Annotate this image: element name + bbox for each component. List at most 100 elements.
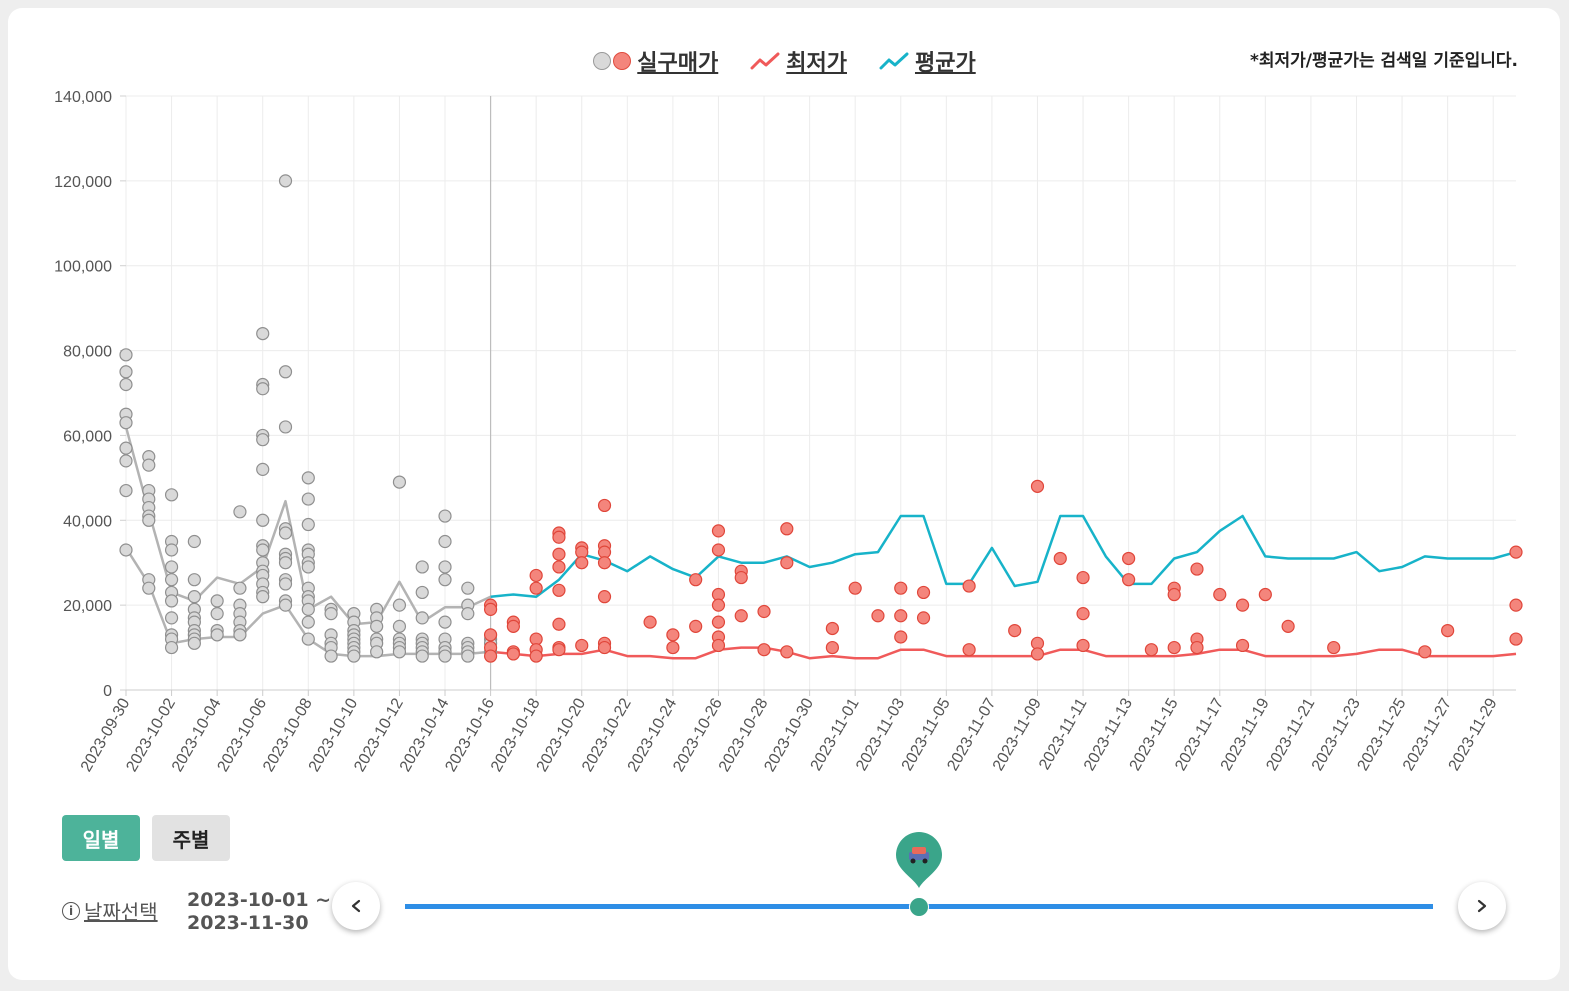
y-tick-label: 0	[103, 683, 112, 700]
actual-price-point	[734, 570, 748, 585]
actual-price-point	[1030, 479, 1045, 493]
past-price-point	[324, 649, 338, 663]
next-button[interactable]	[1458, 882, 1506, 930]
actual-price-point	[597, 590, 612, 604]
past-price-point	[233, 505, 247, 519]
actual-price-point	[711, 615, 726, 629]
past-price-point	[392, 645, 407, 659]
actual-price-point	[825, 621, 839, 636]
date-range: 2023-10-01 ~ 2023-11-30	[187, 889, 331, 935]
info-icon: i	[62, 901, 80, 920]
past-price-point	[347, 649, 361, 663]
actual-price-point	[666, 640, 680, 655]
actual-price-point	[1030, 647, 1045, 661]
past-price-point	[301, 471, 315, 485]
past-price-point	[256, 513, 270, 527]
actual-price-point	[1327, 640, 1341, 655]
past-price-point	[301, 602, 315, 616]
date-select[interactable]: i 날짜선택	[62, 896, 158, 925]
actual-price-point	[894, 609, 908, 623]
past-price-point	[142, 513, 156, 527]
series-lines	[124, 426, 1517, 660]
past-price-point	[438, 615, 452, 629]
past-price-point	[256, 327, 270, 341]
actual-price-point	[1235, 638, 1250, 653]
prev-button[interactable]	[332, 882, 380, 930]
past-price-point	[278, 556, 293, 570]
past-price-point	[119, 441, 133, 455]
legend-avg-price[interactable]: 평균가	[879, 45, 976, 77]
actual-price-point	[483, 649, 498, 663]
legend-actual-label: 실구매가	[637, 51, 719, 76]
past-price-point	[415, 560, 429, 574]
past-price-point	[119, 365, 133, 379]
actual-price-point	[916, 611, 931, 625]
past-price-point	[256, 462, 270, 476]
actual-price-point	[1281, 619, 1295, 633]
actual-price-point	[643, 615, 657, 629]
past-price-point	[164, 560, 179, 574]
past-price-point	[210, 594, 224, 608]
car-icon	[909, 847, 929, 864]
red-trend-line-icon	[750, 52, 780, 70]
past-price-point	[119, 377, 133, 392]
x-tick-label: 2023-11-29	[1446, 695, 1501, 773]
past-price-point	[210, 607, 224, 621]
past-price-point	[301, 492, 315, 506]
price-chart: 0 20,000 40,000 60,000 80,000 100,000 120,000 1…	[54, 89, 1523, 775]
actual-price-point	[894, 630, 908, 644]
past-price-point	[142, 458, 156, 472]
legend-min-price[interactable]: 최저가	[750, 45, 847, 77]
past-price-point	[278, 526, 293, 540]
legend-actual-price[interactable]: 실구매가	[593, 45, 718, 77]
actual-price-point	[552, 617, 566, 631]
actual-price-point	[1167, 587, 1181, 602]
actual-price-point	[1213, 587, 1227, 602]
price-basis-note: *최저가/평균가는 검색일 기준입니다.	[1250, 51, 1518, 71]
y-tick-label: 80,000	[63, 344, 112, 361]
past-price-point	[256, 543, 270, 557]
actual-price-point	[552, 547, 566, 561]
actual-price-point	[1167, 640, 1181, 655]
actual-price-point	[552, 530, 566, 544]
past-price-point	[392, 598, 407, 612]
actual-price-point	[1076, 638, 1090, 653]
past-price-point	[278, 365, 293, 379]
grid-lines	[125, 95, 1516, 691]
slider-handle[interactable]	[909, 897, 929, 917]
past-price-point	[438, 573, 452, 587]
y-tick-label: 20,000	[63, 598, 112, 615]
actual-price-point	[1509, 598, 1523, 612]
actual-price-point	[552, 643, 566, 657]
actual-price-point	[1190, 562, 1204, 576]
actual-price-point	[1008, 623, 1022, 638]
past-price-point	[187, 534, 201, 549]
actual-price-point	[1076, 570, 1090, 585]
actual-price-point	[689, 619, 703, 633]
past-price-point	[256, 433, 270, 447]
past-price-point	[164, 488, 179, 502]
actual-price-point	[597, 556, 612, 570]
past-price-point	[187, 590, 201, 604]
actual-price-point	[711, 543, 726, 557]
actual-price-point	[894, 581, 908, 595]
actual-price-point	[1053, 551, 1067, 566]
legend-min-label: 최저가	[786, 51, 847, 76]
past-price-point	[461, 581, 475, 595]
y-axis: 0 20,000 40,000 60,000 80,000 100,000 120,000 1…	[54, 89, 126, 700]
range-end: 2023-11-30	[187, 912, 309, 934]
past-price-point	[278, 174, 293, 188]
daily-button[interactable]: 일별	[62, 815, 140, 861]
actual-price-point	[1258, 587, 1272, 602]
past-price-point	[278, 420, 293, 434]
actual-price-point	[552, 560, 566, 574]
past-price-point	[278, 577, 293, 591]
chevron-right-icon	[1477, 899, 1487, 913]
date-select-label[interactable]: 날짜선택	[84, 900, 158, 924]
actual-price-point	[711, 598, 726, 612]
past-price-point	[370, 645, 384, 659]
past-price-point	[278, 598, 293, 612]
past-price-point	[256, 590, 270, 604]
past-price-point	[187, 636, 201, 650]
weekly-button[interactable]: 주별	[152, 815, 230, 861]
